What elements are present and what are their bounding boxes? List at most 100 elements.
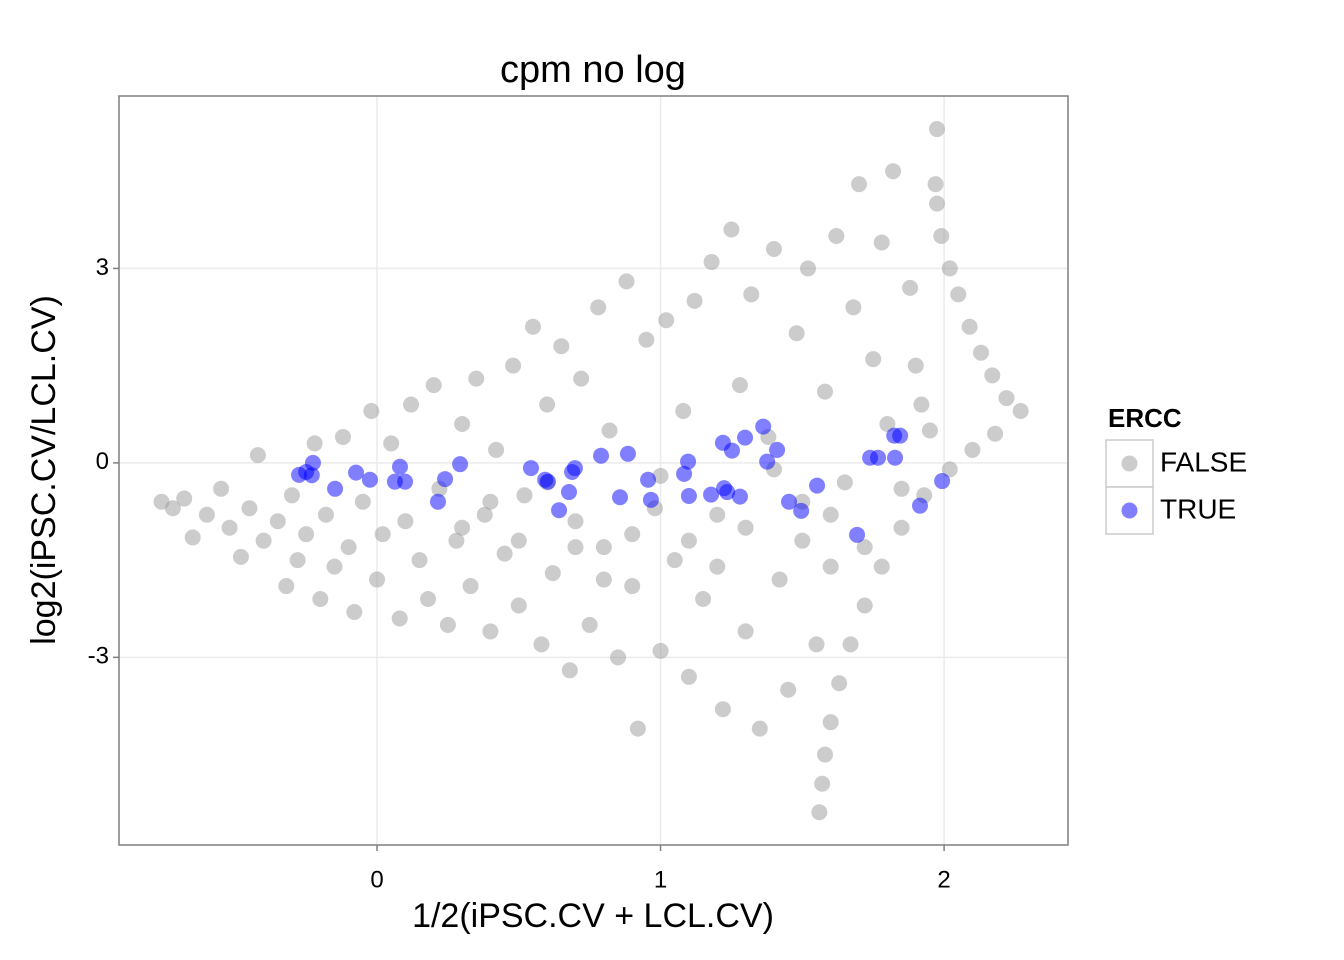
point <box>751 720 768 737</box>
point <box>397 473 414 490</box>
point <box>927 176 944 193</box>
point <box>448 532 465 549</box>
point <box>885 163 902 180</box>
x-tick-label: 1 <box>654 866 667 893</box>
point <box>425 377 442 394</box>
point <box>743 286 760 303</box>
point <box>893 480 910 497</box>
point <box>794 532 811 549</box>
point <box>921 422 938 439</box>
point <box>842 636 859 653</box>
point <box>1012 403 1029 420</box>
point <box>680 487 697 504</box>
point <box>809 477 826 494</box>
point <box>638 331 655 348</box>
point <box>828 228 845 245</box>
point <box>887 449 904 466</box>
point <box>454 415 471 432</box>
y-tick-label: 3 <box>96 254 109 281</box>
point <box>334 428 351 445</box>
point <box>755 418 772 435</box>
point <box>551 502 568 519</box>
point <box>950 286 967 303</box>
point <box>814 775 831 792</box>
point <box>811 804 828 821</box>
point <box>731 488 748 505</box>
point <box>817 746 834 763</box>
point <box>907 357 924 374</box>
point <box>326 558 343 575</box>
point <box>510 597 527 614</box>
point <box>420 591 437 608</box>
point <box>516 487 533 504</box>
point <box>567 513 584 530</box>
point <box>675 403 692 420</box>
point <box>369 571 386 588</box>
point <box>964 441 981 458</box>
point <box>714 701 731 718</box>
point <box>680 532 697 549</box>
point <box>731 377 748 394</box>
legend-title: ERCC <box>1108 403 1182 433</box>
point <box>780 493 797 510</box>
point <box>482 623 499 640</box>
point <box>972 344 989 361</box>
point <box>452 456 469 473</box>
point <box>278 578 295 595</box>
point <box>411 552 428 569</box>
point <box>327 480 344 497</box>
point <box>454 519 471 536</box>
panel-border <box>118 95 1069 846</box>
point <box>522 460 539 477</box>
point <box>709 558 726 575</box>
point <box>652 467 669 484</box>
point <box>283 487 300 504</box>
point <box>476 506 493 523</box>
point <box>640 471 657 488</box>
point <box>462 578 479 595</box>
point <box>539 473 556 490</box>
point <box>176 490 193 507</box>
point <box>771 571 788 588</box>
point <box>567 539 584 556</box>
point <box>666 552 683 569</box>
point <box>610 649 627 666</box>
point <box>539 396 556 413</box>
point <box>249 447 266 464</box>
point <box>879 415 896 432</box>
point <box>799 260 816 277</box>
point <box>929 195 946 212</box>
point <box>911 497 928 514</box>
point <box>822 714 839 731</box>
point <box>780 681 797 698</box>
point <box>856 539 873 556</box>
point <box>312 591 329 608</box>
point <box>851 176 868 193</box>
point <box>560 484 577 501</box>
point <box>581 616 598 633</box>
point <box>317 506 334 523</box>
point <box>269 513 286 530</box>
point <box>403 396 420 413</box>
point <box>437 471 454 488</box>
x-tick-label: 0 <box>370 866 383 893</box>
plot-panel <box>119 96 1068 845</box>
point <box>984 367 1001 384</box>
point <box>737 519 754 536</box>
chart-title: cpm no log <box>500 49 686 91</box>
point <box>892 427 909 444</box>
point <box>737 429 754 446</box>
point <box>822 506 839 523</box>
point <box>618 273 635 290</box>
point <box>383 435 400 452</box>
point <box>340 539 357 556</box>
point <box>429 493 446 510</box>
point <box>652 642 669 659</box>
point <box>374 526 391 543</box>
point <box>306 435 323 452</box>
point <box>289 552 306 569</box>
point <box>612 489 629 506</box>
point <box>831 675 848 692</box>
point <box>929 121 946 138</box>
